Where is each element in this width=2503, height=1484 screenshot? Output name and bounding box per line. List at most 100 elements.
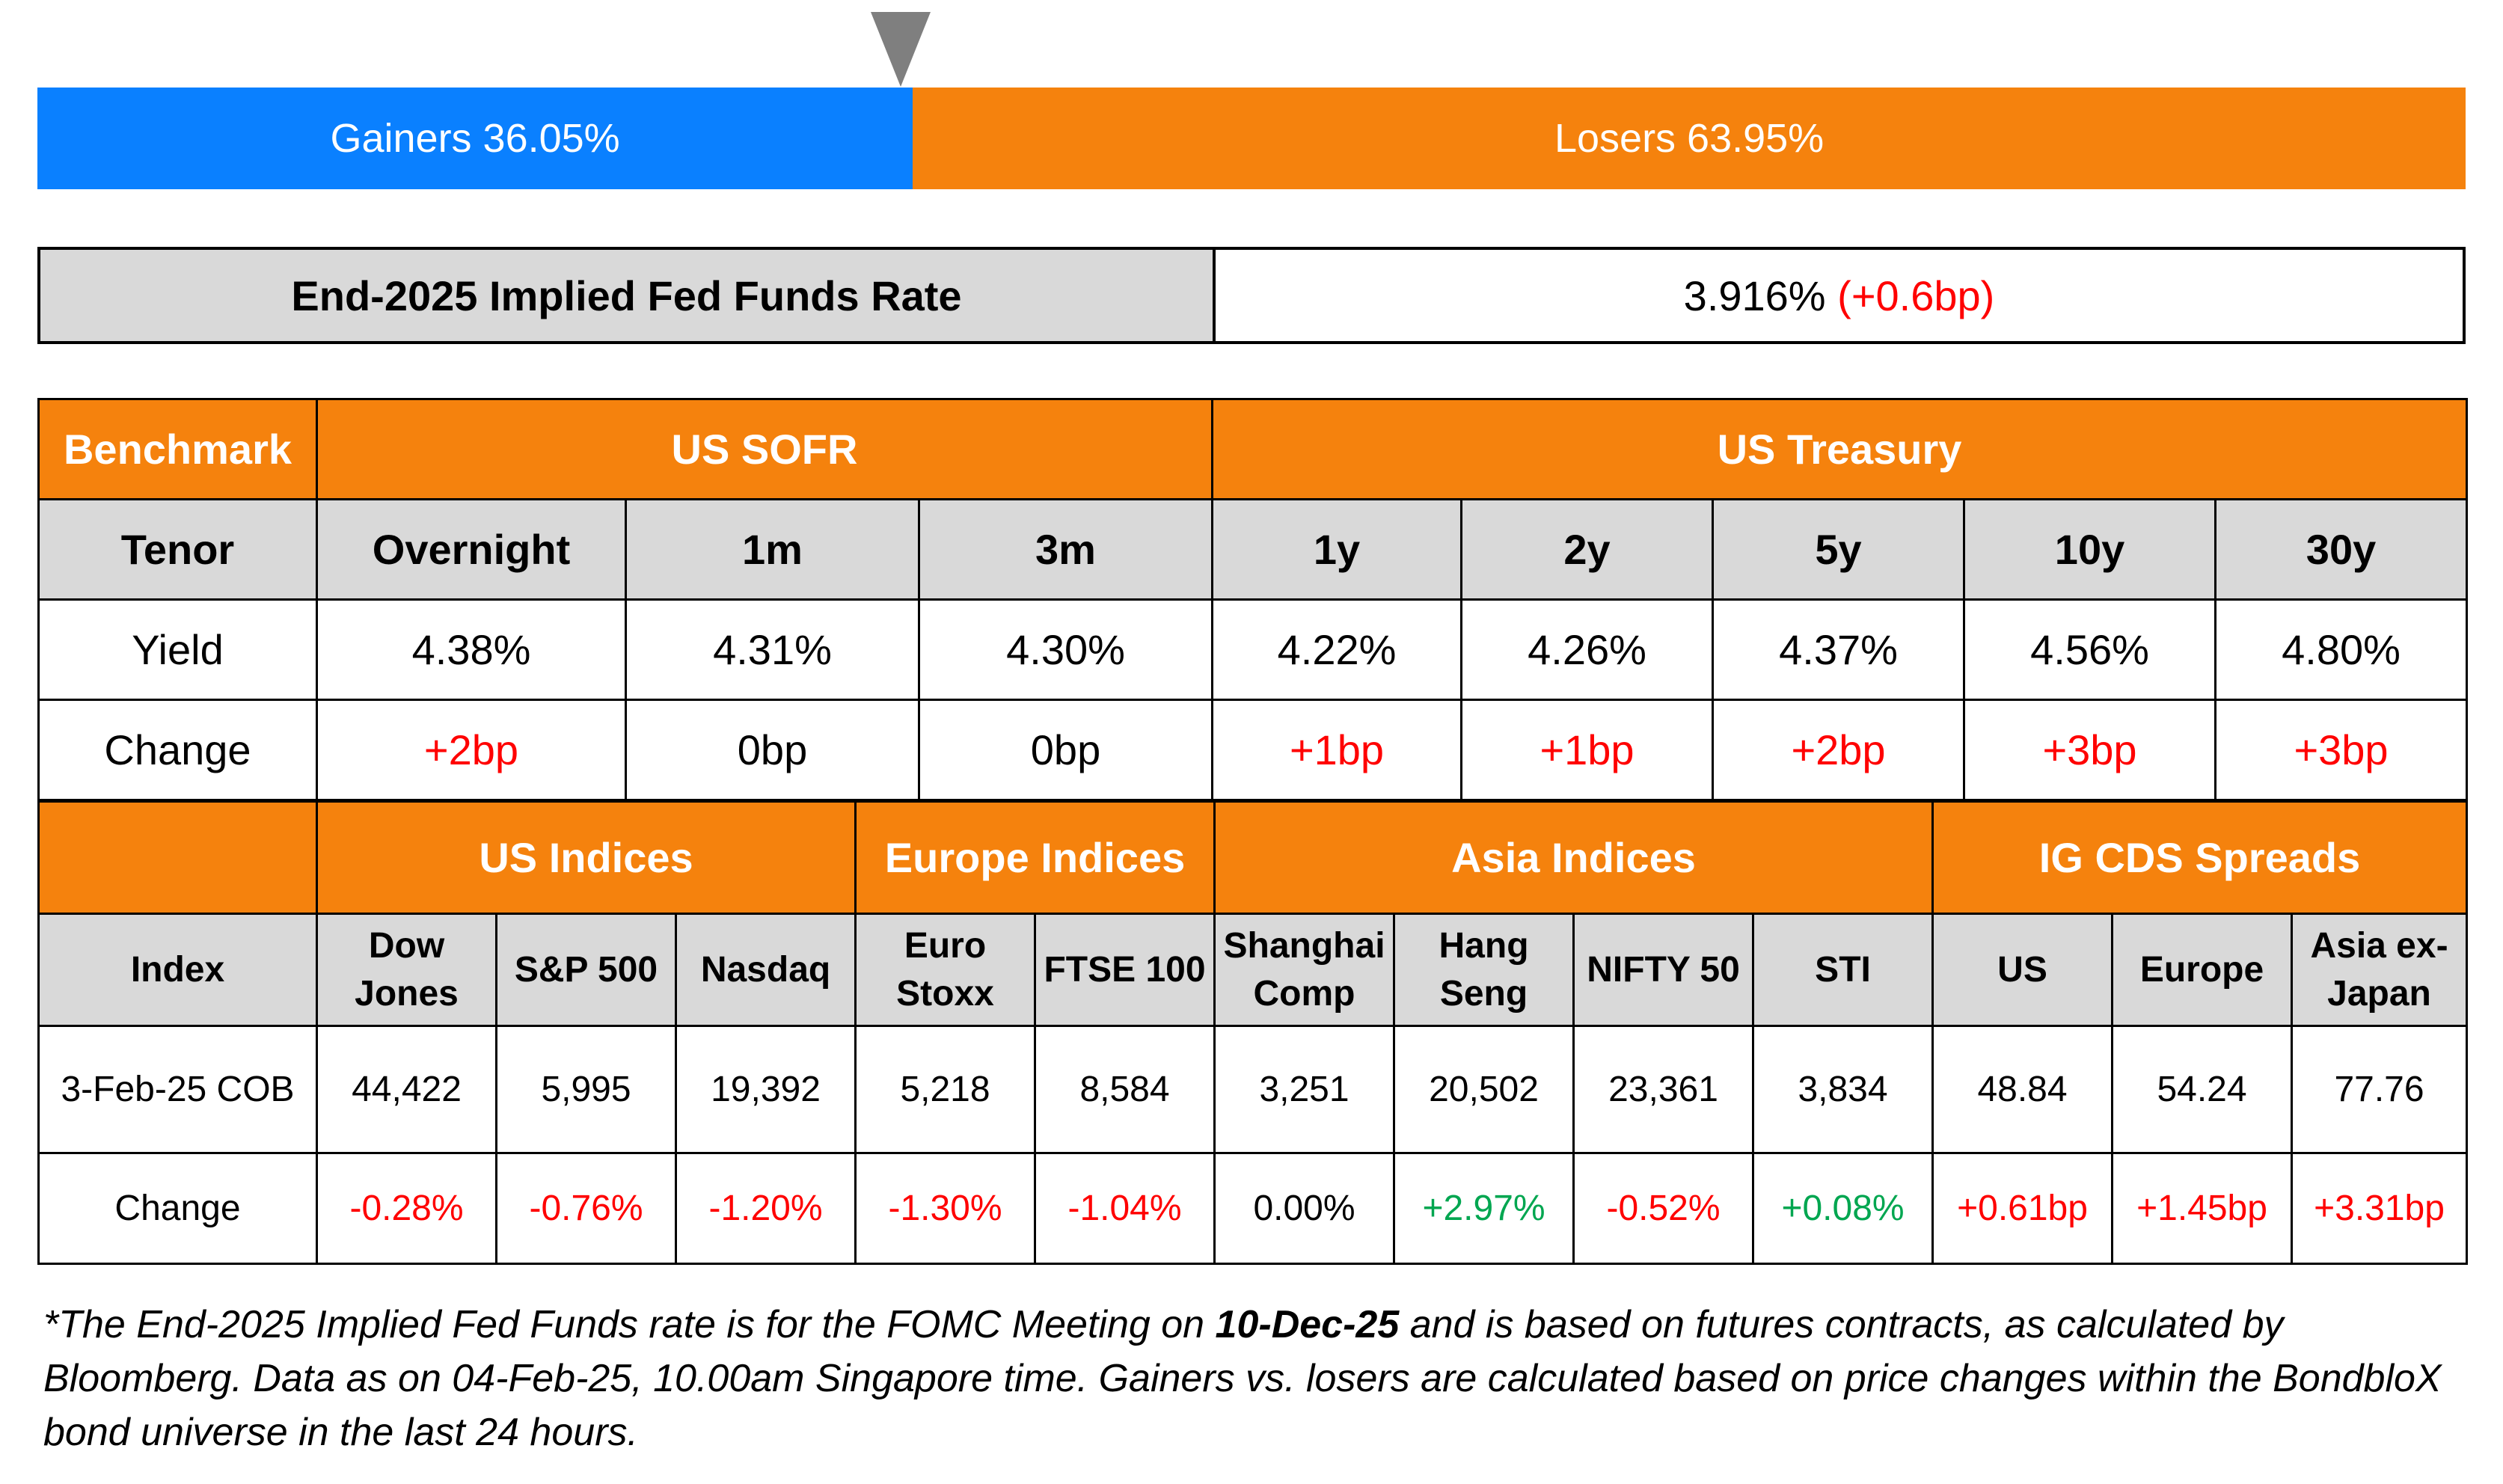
index-name-cell: FTSE 100 (1034, 913, 1216, 1027)
footnote-text-1: *The End-2025 Implied Fed Funds rate is … (43, 1303, 1216, 1346)
index-value-cell: 19,392 (674, 1025, 857, 1154)
yield-row: Yield 4.38% 4.31% 4.30% 4.22% 4.26% 4.37% 4.56… (37, 598, 2469, 701)
rate-change-cell: +3bp (2214, 699, 2469, 801)
tenor-row: Tenor Overnight 1m 3m 1y 2y 5y 10y 30y (37, 498, 2469, 601)
index-name-line: Jones (355, 973, 459, 1014)
index-change-cell: +0.61bp (1931, 1152, 2114, 1265)
index-value-cell: 23,361 (1572, 1025, 1755, 1154)
index-value-cell: 48.84 (1931, 1025, 2114, 1154)
index-change-label: Change (37, 1152, 318, 1265)
index-name-line: Seng (1439, 973, 1528, 1014)
index-change-cell: -0.76% (495, 1152, 677, 1265)
index-change-cell: 0.00% (1213, 1152, 1396, 1265)
index-name-line: Comp (1253, 973, 1355, 1014)
index-names-row: Index Dow Jones S&P 500 Nasdaq Euro Stoxx FTSE… (37, 913, 2469, 1027)
index-name-line: FTSE 100 (1044, 949, 1206, 990)
index-name-cell: Euro Stoxx (854, 913, 1037, 1027)
treasury-header: US Treasury (1211, 398, 2469, 500)
rates-table: Benchmark US SOFR US Treasury Tenor Over… (37, 398, 2469, 801)
group-ig-cds: IG CDS Spreads (1931, 800, 2469, 915)
tenor-cell: 10y (1963, 498, 2217, 601)
yield-cell: 4.26% (1460, 598, 1715, 701)
index-change-cell: +1.45bp (2111, 1152, 2294, 1265)
rate-change-cell: +2bp (316, 699, 627, 801)
rates-header-row: Benchmark US SOFR US Treasury (37, 398, 2469, 500)
index-name-cell: US (1931, 913, 2114, 1027)
index-name-line: US (1997, 949, 2047, 990)
index-value-cell: 44,422 (316, 1025, 497, 1154)
index-value-cell: 20,502 (1393, 1025, 1575, 1154)
index-value-cell: 54.24 (2111, 1025, 2294, 1154)
tenor-label: Tenor (37, 498, 318, 601)
tenor-cell: 1y (1211, 498, 1463, 601)
rate-change-cell: +1bp (1460, 699, 1715, 801)
index-name-line: Hang (1439, 925, 1529, 966)
index-change-cell: -1.30% (854, 1152, 1037, 1265)
index-name-line: Europe (2139, 949, 2264, 990)
yield-cell: 4.56% (1963, 598, 2217, 701)
footnote: *The End-2025 Implied Fed Funds rate is … (43, 1298, 2460, 1459)
rate-change-cell: +2bp (1712, 699, 1966, 801)
fed-funds-box: End-2025 Implied Fed Funds Rate 3.916% (… (37, 247, 2466, 344)
group-europe-indices: Europe Indices (854, 800, 1216, 915)
index-change-cell: -1.20% (674, 1152, 857, 1265)
index-change-cell: -1.04% (1034, 1152, 1216, 1265)
tenor-cell: 2y (1460, 498, 1715, 601)
fed-funds-value: 3.916% (1683, 272, 1826, 319)
index-name-line: Asia ex- (2310, 925, 2448, 966)
rate-change-cell: +1bp (1211, 699, 1463, 801)
fed-funds-value-cell: 3.916% (+0.6bp) (1216, 250, 2463, 341)
index-date-label: 3-Feb-25 COB (37, 1025, 318, 1154)
index-name-cell: Dow Jones (316, 913, 497, 1027)
index-value-cell: 3,834 (1752, 1025, 1934, 1154)
index-name-line: S&P 500 (514, 949, 658, 990)
index-values-row: 3-Feb-25 COB 44,422 5,995 19,392 5,218 8,584… (37, 1025, 2469, 1154)
index-name-cell: Hang Seng (1393, 913, 1575, 1027)
yield-cell: 4.38% (316, 598, 627, 701)
group-us-indices: US Indices (315, 800, 857, 915)
index-name-line: Euro (904, 925, 987, 966)
breadth-marker-triangle (871, 12, 931, 87)
index-change-cell: +3.31bp (2291, 1152, 2469, 1265)
tenor-cell: Overnight (316, 498, 627, 601)
yield-cell: 4.37% (1712, 598, 1966, 701)
index-name-line: STI (1815, 949, 1871, 990)
gainers-losers-bar: Gainers 36.05% Losers 63.95% (37, 88, 2466, 189)
index-name-line: Dow (368, 925, 445, 966)
rate-change-label: Change (37, 699, 318, 801)
tenor-cell: 1m (625, 498, 920, 601)
index-value-cell: 5,218 (854, 1025, 1037, 1154)
index-name-cell: S&P 500 (495, 913, 677, 1027)
yield-label: Yield (37, 598, 318, 701)
yield-cell: 4.31% (625, 598, 920, 701)
index-value-cell: 8,584 (1034, 1025, 1216, 1154)
index-name-cell: Europe (2111, 913, 2294, 1027)
index-name-cell: Shanghai Comp (1213, 913, 1396, 1027)
yield-cell: 4.22% (1211, 598, 1463, 701)
gainers-segment: Gainers 36.05% (37, 88, 913, 189)
index-change-cell: +2.97% (1393, 1152, 1575, 1265)
index-label: Index (37, 913, 318, 1027)
group-asia-indices: Asia Indices (1213, 800, 1934, 915)
losers-segment: Losers 63.95% (913, 88, 2466, 189)
tenor-cell: 3m (917, 498, 1214, 601)
sofr-header: US SOFR (315, 398, 1214, 500)
index-name-cell: Nasdaq (674, 913, 857, 1027)
yield-cell: 4.30% (917, 598, 1214, 701)
index-value-cell: 77.76 (2291, 1025, 2469, 1154)
footnote-meeting-date: 10-Dec-25 (1215, 1303, 1400, 1346)
rate-change-cell: 0bp (625, 699, 920, 801)
index-name-line: Nasdaq (700, 949, 831, 990)
index-name-line: Shanghai (1223, 925, 1385, 966)
index-name-cell: STI (1752, 913, 1934, 1027)
index-name-cell: Asia ex- Japan (2291, 913, 2469, 1027)
index-value-cell: 5,995 (495, 1025, 677, 1154)
index-name-line: Japan (2327, 973, 2431, 1014)
tenor-cell: 30y (2214, 498, 2469, 601)
index-name-line: NIFTY 50 (1587, 949, 1740, 990)
benchmark-header: Benchmark (37, 398, 318, 500)
indices-table: US Indices Europe Indices Asia Indices I… (37, 800, 2469, 1265)
indices-corner (37, 800, 318, 915)
fed-funds-change: (+0.6bp) (1837, 272, 1995, 319)
footnote-text-2: and is based on futures contracts, as ca… (43, 1303, 2442, 1454)
